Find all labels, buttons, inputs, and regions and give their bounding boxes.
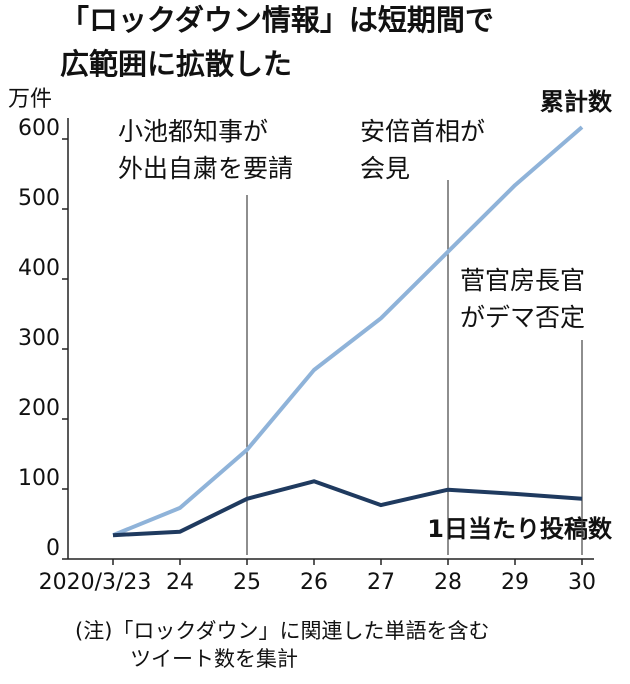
y-tick-label: 300 bbox=[18, 326, 60, 351]
series-line bbox=[112, 125, 584, 538]
series-label: 1日当たり投稿数 bbox=[427, 515, 613, 543]
annotation-text: 菅官房長官 bbox=[460, 266, 585, 295]
x-tick-label: 28 bbox=[434, 570, 462, 595]
x-tick-label: 27 bbox=[367, 570, 395, 595]
y-tick-label: 400 bbox=[18, 256, 60, 281]
note: (注)「ロックダウン」に関連した単語を含む bbox=[75, 619, 490, 643]
x-tick-label: 2020/3/23 bbox=[39, 570, 152, 595]
note: ツイート数を集計 bbox=[130, 647, 298, 671]
x-tick-label: 25 bbox=[233, 570, 261, 595]
y-tick-label: 100 bbox=[18, 466, 60, 491]
x-tick-label: 24 bbox=[166, 570, 194, 595]
x-tick-label: 26 bbox=[300, 570, 328, 595]
series-line bbox=[112, 479, 583, 538]
y-tick-label: 0 bbox=[46, 536, 60, 561]
annotation-text: がデマ否定 bbox=[460, 303, 585, 332]
chart-title: 広範囲に拡散した bbox=[60, 47, 292, 81]
y-unit: 万件 bbox=[8, 87, 52, 112]
series-label: 累計数 bbox=[540, 88, 613, 116]
annotation-text: 会見 bbox=[360, 154, 410, 183]
annotation-text: 安倍首相が bbox=[360, 117, 485, 146]
y-tick-label: 600 bbox=[18, 116, 60, 141]
annotation-text: 小池都知事が bbox=[118, 117, 268, 146]
y-tick-label: 500 bbox=[18, 186, 60, 211]
x-tick-label: 30 bbox=[568, 570, 596, 595]
x-tick-label: 29 bbox=[501, 570, 529, 595]
chart-title: 「ロックダウン情報」は短期間で bbox=[60, 3, 494, 37]
y-tick-label: 200 bbox=[18, 396, 60, 421]
annotation-text: 外出自粛を要請 bbox=[118, 154, 293, 183]
